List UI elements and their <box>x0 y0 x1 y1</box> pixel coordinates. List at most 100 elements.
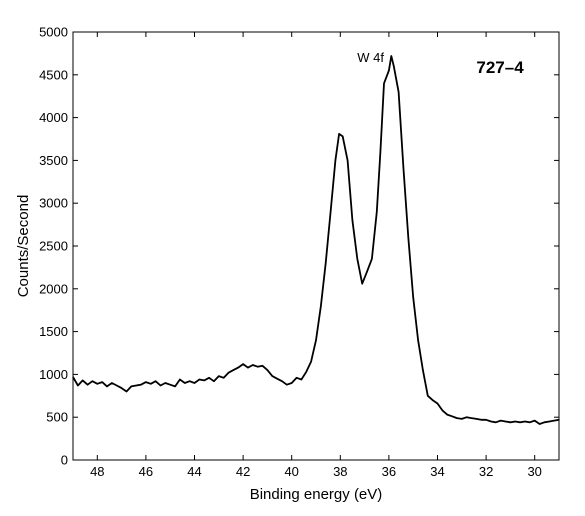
data-point <box>346 159 349 161</box>
data-point <box>490 420 492 423</box>
data-point <box>247 366 249 369</box>
data-point <box>417 339 419 341</box>
data-point <box>466 416 468 418</box>
data-point <box>125 390 128 393</box>
data-point <box>82 379 84 381</box>
data-point <box>553 420 555 422</box>
peak-annotation: W 4f <box>357 50 384 65</box>
y-tick-label: 2500 <box>39 239 68 254</box>
data-point <box>475 418 477 420</box>
plot-frame <box>72 31 560 461</box>
data-point <box>548 420 550 423</box>
data-point <box>393 65 395 67</box>
data-point <box>376 211 378 213</box>
data-point <box>436 402 439 405</box>
y-tick-label: 0 <box>61 453 68 468</box>
data-point <box>271 375 273 377</box>
data-point <box>383 82 385 84</box>
data-point <box>366 271 368 273</box>
data-point <box>422 369 424 371</box>
x-tick-label: 30 <box>527 464 541 479</box>
data-point <box>390 55 392 57</box>
data-point <box>242 363 244 365</box>
data-point <box>480 419 482 421</box>
data-point <box>252 364 254 366</box>
data-point <box>388 69 390 72</box>
data-point <box>121 387 123 389</box>
data-point <box>227 372 230 374</box>
data-point <box>504 420 507 423</box>
y-tick-label: 4500 <box>39 67 68 82</box>
x-tick-label: 48 <box>90 464 104 479</box>
data-point <box>106 385 108 387</box>
data-point <box>315 339 317 341</box>
data-point <box>379 151 381 153</box>
data-point <box>470 417 473 419</box>
y-tick-label: 1500 <box>39 324 68 339</box>
data-point <box>276 378 278 380</box>
data-point <box>150 383 152 385</box>
data-point <box>174 385 176 387</box>
data-point <box>223 377 225 379</box>
data-point <box>111 382 113 384</box>
data-point <box>485 419 487 421</box>
data-point <box>338 133 340 135</box>
data-point <box>218 375 220 377</box>
data-point <box>286 384 288 386</box>
data-point <box>325 262 327 264</box>
data-point <box>232 369 234 371</box>
data-point <box>291 382 293 384</box>
data-point <box>96 383 98 385</box>
data-point <box>432 399 434 401</box>
data-point <box>456 417 458 419</box>
data-point <box>398 91 400 93</box>
data-point <box>281 380 283 382</box>
data-point <box>145 381 147 383</box>
data-point <box>461 418 463 420</box>
data-point <box>91 380 94 382</box>
data-point <box>130 385 132 387</box>
data-point <box>334 159 337 161</box>
data-point <box>514 420 516 423</box>
y-tick-label: 5000 <box>39 25 68 40</box>
data-point <box>155 380 157 382</box>
data-point <box>451 415 453 417</box>
data-point <box>441 409 443 411</box>
data-point <box>184 382 186 384</box>
data-point <box>495 421 497 423</box>
spectrum-line <box>72 55 560 425</box>
data-point <box>500 420 502 422</box>
y-tick-label: 500 <box>46 410 68 425</box>
sample-id-label: 727–4 <box>476 58 524 77</box>
data-point <box>208 377 210 379</box>
data-point <box>257 366 259 368</box>
x-tick-label: 38 <box>333 464 347 479</box>
data-point <box>519 421 521 423</box>
data-point <box>320 305 322 307</box>
x-tick-label: 44 <box>187 464 201 479</box>
data-point <box>446 414 448 416</box>
data-point <box>310 360 312 363</box>
y-axis-ticks: 0 500 1000 1500 2000 2500 3000 3500 4000 4500 5000 <box>39 25 559 468</box>
x-tick-label: 42 <box>236 464 250 479</box>
data-point <box>266 369 268 371</box>
data-point <box>529 421 531 423</box>
data-point <box>509 421 511 423</box>
data-point <box>116 384 118 387</box>
data-point <box>356 258 358 260</box>
data-point <box>179 378 181 381</box>
data-point <box>101 381 103 383</box>
y-tick-label: 4000 <box>39 110 68 125</box>
data-point <box>427 395 429 397</box>
data-point <box>371 258 373 260</box>
data-point <box>237 366 239 369</box>
data-point <box>538 423 541 425</box>
y-tick-label: 3000 <box>39 196 68 211</box>
data-point <box>77 384 79 387</box>
data-point <box>203 379 205 381</box>
data-point <box>351 219 354 221</box>
data-point <box>342 135 344 138</box>
data-point <box>189 380 191 382</box>
data-point <box>558 419 560 421</box>
